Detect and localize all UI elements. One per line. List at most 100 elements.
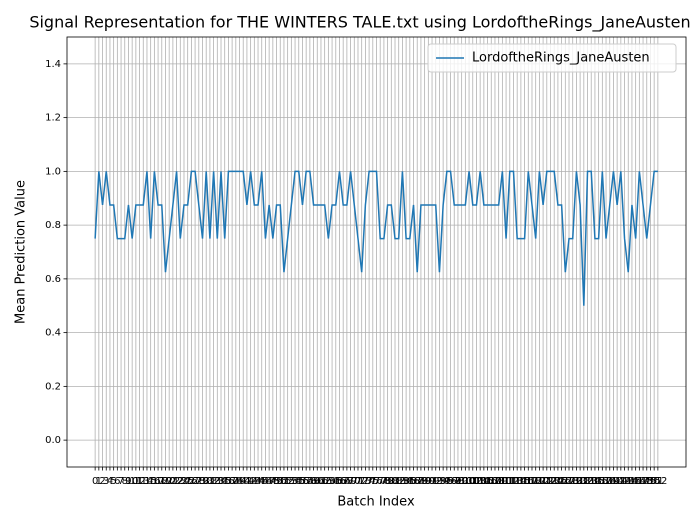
legend-box bbox=[427, 43, 677, 73]
x-tick-label: 32 bbox=[207, 476, 220, 487]
x-tick-label: 119 bbox=[526, 476, 545, 487]
x-tick-label: 91 bbox=[426, 476, 439, 487]
y-tick-label: 0.4 bbox=[45, 328, 61, 339]
x-tick-label: 141 bbox=[608, 476, 627, 487]
x-tick-label: 24 bbox=[178, 476, 191, 487]
x-tick-label: 48 bbox=[266, 476, 279, 487]
x-tick-label: 142 bbox=[611, 476, 630, 487]
x-tick-label: 129 bbox=[563, 476, 582, 487]
x-tick-label: 37 bbox=[226, 476, 239, 487]
x-tick-label: 101 bbox=[460, 476, 479, 487]
x-tick-label: 112 bbox=[500, 476, 519, 487]
x-tick-label: 31 bbox=[204, 476, 217, 487]
x-tick-label: 113 bbox=[504, 476, 523, 487]
x-tick-label: 121 bbox=[534, 476, 553, 487]
x-tick-label: 131 bbox=[571, 476, 590, 487]
x-tick-label: 84 bbox=[400, 476, 413, 487]
x-tick-label: 11 bbox=[129, 476, 142, 487]
x-tick-label: 47 bbox=[263, 476, 276, 487]
y-tick-label: 1.2 bbox=[45, 113, 61, 124]
x-tick-label: 64 bbox=[326, 476, 339, 487]
x-tick-label: 143 bbox=[615, 476, 634, 487]
x-tick-label: 38 bbox=[229, 476, 242, 487]
x-tick-label: 94 bbox=[437, 476, 450, 487]
x-tick-label: 115 bbox=[511, 476, 530, 487]
x-tick-label: 132 bbox=[574, 476, 593, 487]
x-tick-label: 56 bbox=[296, 476, 309, 487]
x-tick-label: 148 bbox=[634, 476, 653, 487]
x-tick-label: 76 bbox=[370, 476, 383, 487]
y-tick-label: 0.6 bbox=[45, 274, 61, 285]
x-tick-label: 86 bbox=[407, 476, 420, 487]
x-tick-label: 117 bbox=[519, 476, 538, 487]
x-tick-label: 93 bbox=[433, 476, 446, 487]
x-tick-label: 99 bbox=[455, 476, 468, 487]
x-tick-label: 147 bbox=[630, 476, 649, 487]
x-tick-label: 9 bbox=[125, 476, 131, 487]
x-tick-label: 80 bbox=[385, 476, 398, 487]
x-tick-label: 44 bbox=[252, 476, 265, 487]
x-tick-label: 150 bbox=[641, 476, 660, 487]
x-tick-label: 58 bbox=[303, 476, 316, 487]
x-tick-label: 133 bbox=[578, 476, 597, 487]
x-tick-label: 120 bbox=[530, 476, 549, 487]
x-tick-label: 12 bbox=[133, 476, 146, 487]
x-tick-label: 28 bbox=[192, 476, 205, 487]
x-tick-label: 45 bbox=[255, 476, 268, 487]
x-tick-label: 6 bbox=[114, 476, 120, 487]
x-tick-label: 135 bbox=[585, 476, 604, 487]
x-tick-label: 83 bbox=[396, 476, 409, 487]
x-tick-label: 100 bbox=[456, 476, 475, 487]
plot-frame bbox=[66, 36, 687, 468]
x-tick-label: 13 bbox=[137, 476, 150, 487]
x-tick-label: 74 bbox=[363, 476, 376, 487]
x-tick-label: 111 bbox=[497, 476, 516, 487]
x-tick-label: 19 bbox=[159, 476, 172, 487]
x-tick-label: 73 bbox=[359, 476, 372, 487]
x-tick-label: 41 bbox=[241, 476, 254, 487]
x-tick-label: 138 bbox=[596, 476, 615, 487]
x-tick-label: 65 bbox=[329, 476, 342, 487]
x-tick-label: 10 bbox=[126, 476, 139, 487]
x-tick-label: 123 bbox=[541, 476, 560, 487]
x-tick-label: 67 bbox=[337, 476, 350, 487]
x-tick-label: 127 bbox=[556, 476, 575, 487]
x-tick-label: 75 bbox=[366, 476, 379, 487]
x-tick-label: 77 bbox=[374, 476, 387, 487]
x-tick-label: 17 bbox=[152, 476, 165, 487]
x-tick-label: 49 bbox=[270, 476, 283, 487]
x-tick-label: 78 bbox=[378, 476, 391, 487]
x-tick-label: 110 bbox=[493, 476, 512, 487]
x-tick-label: 90 bbox=[422, 476, 435, 487]
x-tick-label: 114 bbox=[508, 476, 527, 487]
x-tick-label: 69 bbox=[344, 476, 357, 487]
x-tick-label: 51 bbox=[278, 476, 291, 487]
x-tick-label: 16 bbox=[148, 476, 161, 487]
y-tick-label: 1.0 bbox=[45, 166, 61, 177]
x-tick-label: 34 bbox=[215, 476, 228, 487]
x-tick-label: 1 bbox=[96, 476, 102, 487]
x-tick-label: 82 bbox=[392, 476, 405, 487]
x-tick-label: 21 bbox=[167, 476, 180, 487]
x-tick-label: 89 bbox=[418, 476, 431, 487]
x-tick-label: 139 bbox=[600, 476, 619, 487]
x-tick-label: 46 bbox=[259, 476, 272, 487]
x-tick-label: 134 bbox=[582, 476, 601, 487]
x-tick-label: 128 bbox=[559, 476, 578, 487]
y-axis-label: Mean Prediction Value bbox=[14, 180, 29, 324]
x-tick-label: 144 bbox=[619, 476, 638, 487]
x-tick-label: 87 bbox=[411, 476, 424, 487]
x-tick-label: 108 bbox=[485, 476, 504, 487]
x-tick-label: 97 bbox=[448, 476, 461, 487]
x-tick-label: 57 bbox=[300, 476, 313, 487]
x-tick-label: 66 bbox=[333, 476, 346, 487]
x-tick-label: 22 bbox=[170, 476, 183, 487]
x-tick-label: 104 bbox=[471, 476, 490, 487]
x-tick-label: 107 bbox=[482, 476, 501, 487]
x-tick-label: 151 bbox=[645, 476, 664, 487]
x-tick-label: 5 bbox=[110, 476, 116, 487]
x-tick-label: 102 bbox=[463, 476, 482, 487]
x-tick-label: 42 bbox=[244, 476, 257, 487]
x-tick-label: 30 bbox=[200, 476, 213, 487]
x-tick-label: 96 bbox=[444, 476, 457, 487]
